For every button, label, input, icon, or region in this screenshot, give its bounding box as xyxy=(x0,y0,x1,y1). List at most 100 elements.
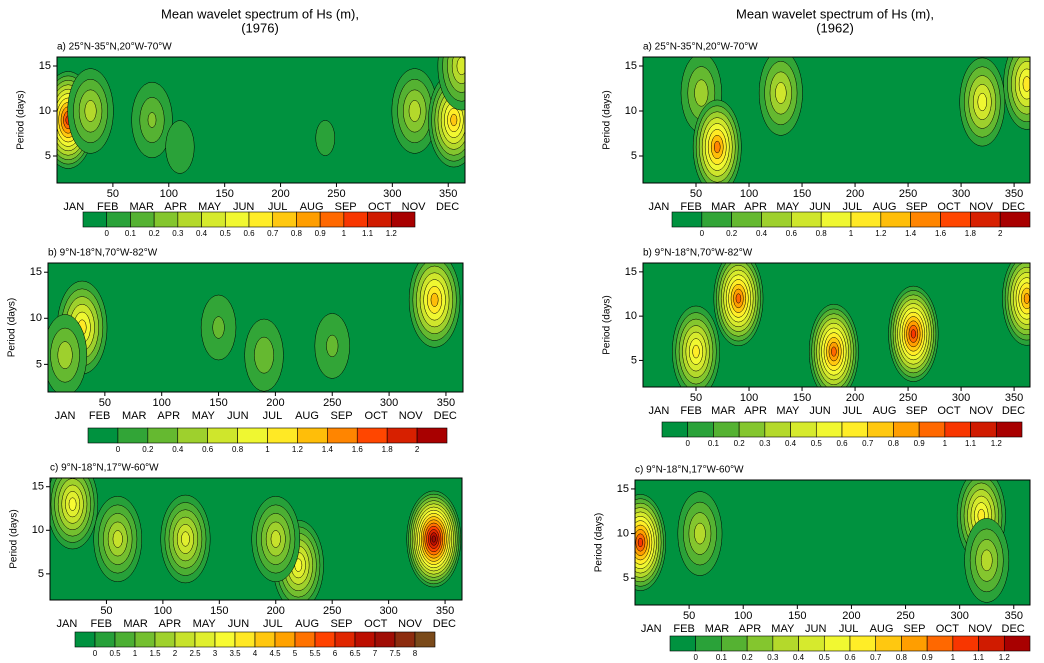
contour-level xyxy=(831,346,837,357)
chart-title: Mean wavelet spectrum of Hs (m), xyxy=(161,6,359,21)
x-tick-label: 350 xyxy=(1005,188,1023,200)
colorbar-label: 1.6 xyxy=(352,445,364,454)
colorbar-box xyxy=(367,211,392,228)
month-label: SEP xyxy=(906,405,928,417)
x-tick-label: 150 xyxy=(215,188,233,200)
month-label: OCT xyxy=(365,410,389,422)
colorbar-label: 0 xyxy=(104,229,109,238)
month-label: APR xyxy=(159,618,182,630)
colorbar-label: 0.2 xyxy=(742,653,754,662)
contour-level xyxy=(450,113,458,127)
month-label: APR xyxy=(157,410,180,422)
colorbar-label: 0.2 xyxy=(726,229,738,238)
colorbar-box xyxy=(114,631,136,648)
colorbar-box xyxy=(713,421,740,438)
colorbar-box xyxy=(841,421,869,438)
colorbar-label: 8 xyxy=(413,649,418,658)
colorbar-label: 1.2 xyxy=(999,653,1011,662)
colorbar-label: 0.5 xyxy=(819,653,831,662)
colorbar-label: 1.2 xyxy=(991,439,1003,448)
colorbar-label: 0.8 xyxy=(816,229,828,238)
colorbar-box xyxy=(82,211,108,228)
y-tick-label: 15 xyxy=(32,481,44,493)
x-tick-label: 250 xyxy=(899,188,917,200)
x-tick-label: 50 xyxy=(100,605,112,617)
x-tick-label: 100 xyxy=(740,188,758,200)
colorbar-box xyxy=(343,211,368,228)
colorbar-box xyxy=(117,427,149,444)
x-tick-label: 300 xyxy=(379,605,397,617)
colorbar-label: 2 xyxy=(173,649,178,658)
colorbar-box xyxy=(147,427,179,444)
colorbar-label: 1.5 xyxy=(149,649,161,658)
colorbar-label: 1.8 xyxy=(965,229,977,238)
colorbar-box xyxy=(849,635,877,652)
x-tick-label: 100 xyxy=(153,397,171,409)
colorbar-label: 3.5 xyxy=(229,649,241,658)
month-label: DEC xyxy=(1002,623,1025,635)
month-label: AUG xyxy=(295,410,319,422)
colorbar-box xyxy=(154,631,176,648)
contour-level xyxy=(713,140,721,154)
colorbar-box xyxy=(354,631,376,648)
x-tick-label: 200 xyxy=(267,605,285,617)
colorbar-box xyxy=(761,211,792,228)
colorbar-box xyxy=(153,211,179,228)
colorbar-box xyxy=(374,631,396,648)
colorbar-box xyxy=(106,211,131,228)
colorbar-label: 0.9 xyxy=(315,229,327,238)
colorbar-label: 0.6 xyxy=(786,229,798,238)
month-label: AUG xyxy=(300,201,324,213)
contour-level xyxy=(270,530,281,548)
month-label: JUL xyxy=(263,618,283,630)
colorbar-label: 1.1 xyxy=(362,229,374,238)
colorbar-label: 0 xyxy=(93,649,98,658)
colorbar-box xyxy=(274,631,296,648)
colorbar-box xyxy=(820,211,852,228)
month-label: NOV xyxy=(399,410,424,422)
y-tick-label: 10 xyxy=(39,105,51,117)
y-tick-label: 5 xyxy=(623,572,629,584)
x-tick-label: 350 xyxy=(439,188,457,200)
x-tick-label: 150 xyxy=(793,392,811,404)
contour-level xyxy=(1022,76,1030,92)
panel-label: a) 25°N-35°N,20°W-70°W xyxy=(643,42,758,53)
colorbar-label: 0.4 xyxy=(756,229,768,238)
colorbar-label: 0.7 xyxy=(870,653,882,662)
contours xyxy=(48,263,461,392)
colorbar-label: 0.1 xyxy=(125,229,137,238)
y-tick-label: 15 xyxy=(617,483,629,495)
colorbar-box xyxy=(237,427,268,444)
colorbar-box xyxy=(386,427,418,444)
colorbar-label: 3 xyxy=(213,649,218,658)
colorbar-label: 0.8 xyxy=(291,229,303,238)
colorbar-label: 5 xyxy=(293,649,298,658)
contour-level xyxy=(694,79,709,107)
x-tick-label: 50 xyxy=(683,610,695,622)
contour-level xyxy=(431,535,436,543)
month-label: FEB xyxy=(680,201,701,213)
contours xyxy=(672,263,1030,387)
colorbar-label: 1.1 xyxy=(973,653,985,662)
colorbar-box xyxy=(867,421,894,438)
month-label: JUN xyxy=(228,618,249,630)
contours xyxy=(50,478,462,600)
colorbar-box xyxy=(224,211,250,228)
month-label: DEC xyxy=(1002,201,1025,213)
month-label: MAR xyxy=(711,201,736,213)
chart-subtitle: (1976) xyxy=(241,20,279,35)
contour-level xyxy=(254,336,274,374)
colorbar-box xyxy=(731,211,762,228)
month-label: MAR xyxy=(130,201,155,213)
colorbar-box xyxy=(721,635,748,652)
colorbar-box xyxy=(394,631,416,648)
colorbar-box xyxy=(272,211,297,228)
colorbar-box xyxy=(944,421,971,438)
x-tick-label: 150 xyxy=(788,610,806,622)
x-tick-label: 250 xyxy=(899,392,917,404)
month-label: AUG xyxy=(873,201,897,213)
colorbar-box xyxy=(296,211,321,228)
x-tick-label: 350 xyxy=(1005,610,1023,622)
colorbar-box xyxy=(798,635,825,652)
contour-level xyxy=(977,92,988,112)
